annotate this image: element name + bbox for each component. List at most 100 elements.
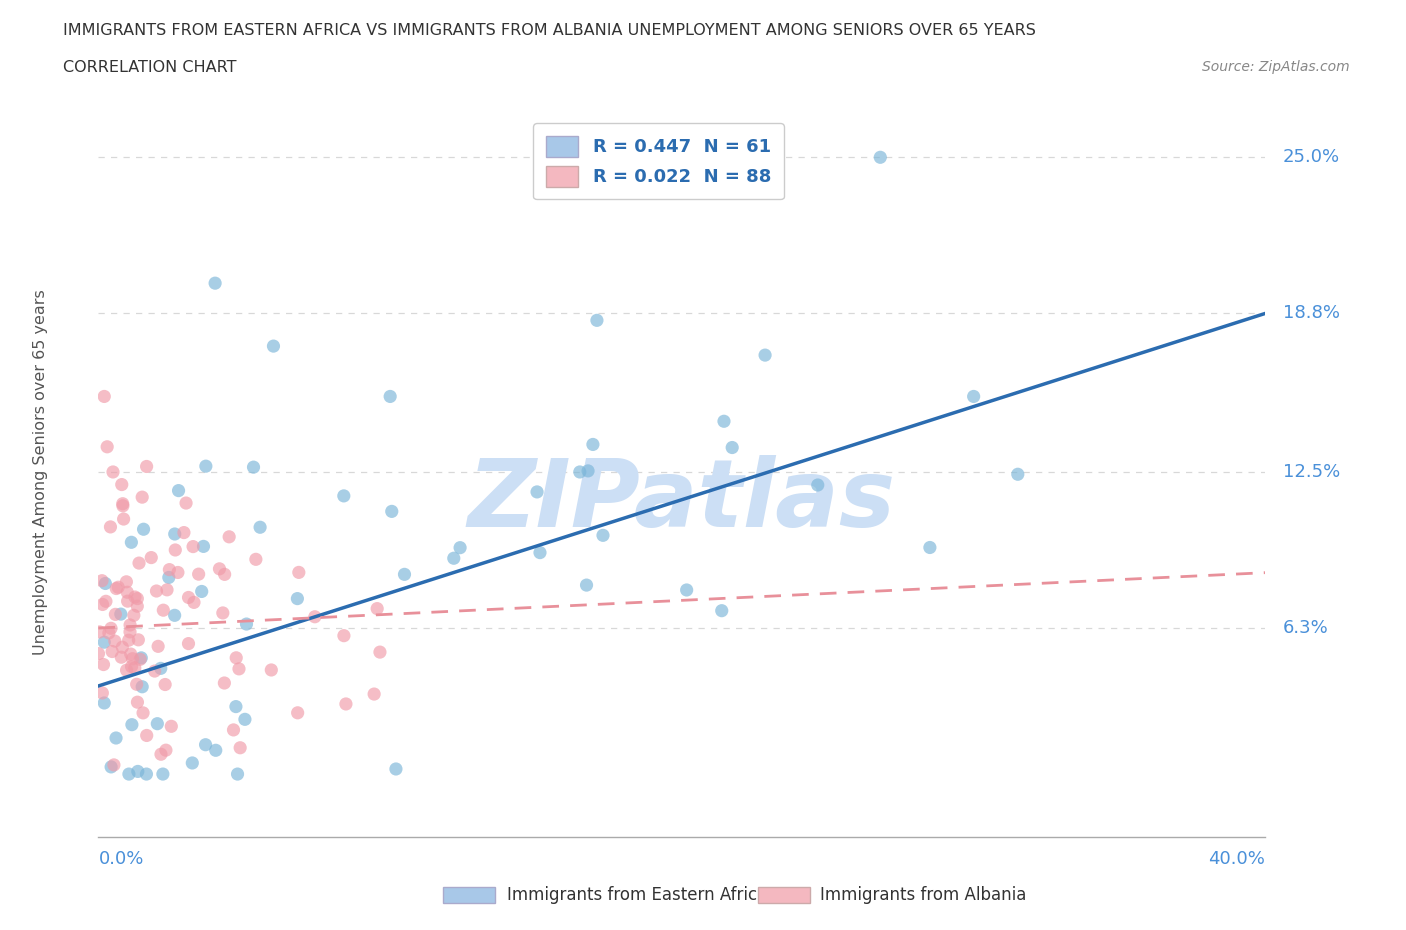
Point <box>129 650 152 665</box>
Point <box>100 621 122 636</box>
Point <box>91 597 114 612</box>
Point <box>385 762 408 777</box>
Point <box>146 639 169 654</box>
Point <box>132 706 155 721</box>
Point <box>91 685 114 700</box>
Point <box>187 566 209 581</box>
Point <box>288 565 311 579</box>
Point <box>576 463 599 478</box>
Point <box>394 567 416 582</box>
Point <box>145 584 167 599</box>
Point <box>127 695 149 710</box>
Point <box>962 389 984 404</box>
Point <box>167 565 190 580</box>
Point <box>167 484 190 498</box>
Point <box>131 679 153 694</box>
Point <box>87 646 110 661</box>
Point <box>117 593 139 608</box>
Point <box>449 540 471 555</box>
Text: CORRELATION CHART: CORRELATION CHART <box>63 60 236 75</box>
Point <box>1007 467 1029 482</box>
Point <box>218 529 240 544</box>
Point <box>229 740 252 755</box>
Point <box>157 570 180 585</box>
Point <box>807 478 830 493</box>
Point <box>183 595 205 610</box>
Point <box>918 540 941 555</box>
Point <box>222 723 245 737</box>
Point <box>335 697 357 711</box>
Point <box>165 542 187 557</box>
Point <box>129 652 152 667</box>
Point <box>121 717 143 732</box>
Point <box>107 579 129 594</box>
Point <box>304 609 326 624</box>
Point <box>366 601 388 616</box>
Point <box>115 575 138 590</box>
Point <box>177 590 200 604</box>
Point <box>586 312 609 327</box>
Point <box>181 755 204 770</box>
Point <box>526 485 548 499</box>
Point <box>101 465 124 480</box>
Point <box>135 766 157 781</box>
Text: 6.3%: 6.3% <box>1282 619 1329 637</box>
Point <box>152 603 174 618</box>
Point <box>124 660 146 675</box>
Point <box>110 606 132 621</box>
Point <box>91 573 114 588</box>
Point <box>173 525 195 540</box>
Point <box>120 618 142 632</box>
Point <box>100 760 122 775</box>
Point <box>89 624 111 639</box>
Text: IMMIGRANTS FROM EASTERN AFRICA VS IMMIGRANTS FROM ALBANIA UNEMPLOYMENT AMONG SEN: IMMIGRANTS FROM EASTERN AFRICA VS IMMIGR… <box>63 23 1036 38</box>
Point <box>127 764 149 778</box>
Point <box>287 705 309 720</box>
Point <box>100 520 122 535</box>
Point <box>111 640 134 655</box>
Point <box>214 567 236 582</box>
Point <box>592 528 614 543</box>
Point <box>233 711 256 726</box>
Point <box>132 522 155 537</box>
Point <box>120 646 142 661</box>
Point <box>101 644 124 659</box>
Text: Unemployment Among Seniors over 65 years: Unemployment Among Seniors over 65 years <box>32 289 48 655</box>
Point <box>115 585 138 600</box>
Point <box>143 664 166 679</box>
Point <box>380 389 402 404</box>
Point <box>869 150 891 165</box>
Point <box>135 459 157 474</box>
Point <box>193 539 215 554</box>
Point <box>124 590 146 604</box>
Point <box>208 562 231 577</box>
Point <box>118 632 141 647</box>
Point <box>228 661 250 676</box>
Point <box>128 555 150 570</box>
Point <box>118 766 141 781</box>
Point <box>93 696 115 711</box>
Point <box>93 635 115 650</box>
Point <box>112 512 135 526</box>
Point <box>721 440 744 455</box>
Point <box>127 632 149 647</box>
Point <box>94 594 117 609</box>
Point <box>152 766 174 781</box>
Point <box>363 686 385 701</box>
Point <box>214 675 236 690</box>
Text: 18.8%: 18.8% <box>1282 304 1340 323</box>
Point <box>754 348 776 363</box>
Point <box>245 551 267 566</box>
Point <box>103 757 125 772</box>
Point <box>111 498 134 513</box>
Point <box>262 339 284 353</box>
Point <box>131 490 153 505</box>
Point <box>368 644 391 659</box>
Point <box>149 661 172 676</box>
Point <box>181 539 204 554</box>
Point <box>157 562 180 577</box>
Point <box>568 465 591 480</box>
Point <box>104 607 127 622</box>
Text: 40.0%: 40.0% <box>1209 850 1265 868</box>
Point <box>204 743 226 758</box>
